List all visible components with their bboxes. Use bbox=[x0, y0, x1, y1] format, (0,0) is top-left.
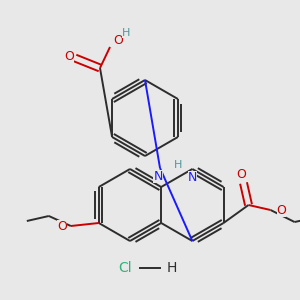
Text: O: O bbox=[277, 203, 286, 217]
Text: O: O bbox=[57, 220, 67, 232]
Text: Cl: Cl bbox=[118, 261, 132, 275]
Text: H: H bbox=[174, 160, 182, 170]
Text: N: N bbox=[153, 170, 163, 183]
Text: H: H bbox=[167, 261, 177, 275]
Text: H: H bbox=[122, 28, 130, 38]
Text: O: O bbox=[237, 169, 247, 182]
Text: O: O bbox=[64, 50, 74, 62]
Text: N: N bbox=[188, 171, 197, 184]
Text: O: O bbox=[113, 34, 123, 47]
